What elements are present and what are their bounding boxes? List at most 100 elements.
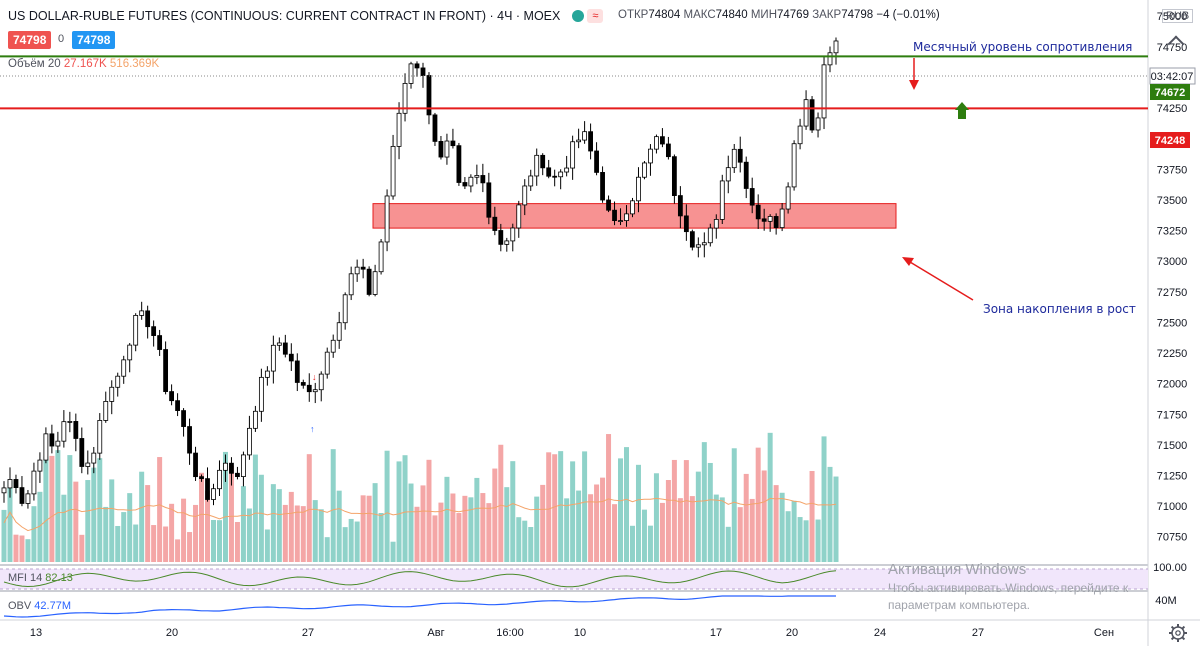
candle[interactable] xyxy=(564,155,570,177)
candle[interactable] xyxy=(169,384,174,406)
candle[interactable] xyxy=(163,341,169,395)
candle[interactable] xyxy=(636,167,641,213)
candle[interactable] xyxy=(468,174,474,193)
candle[interactable] xyxy=(773,213,779,235)
candle[interactable] xyxy=(707,223,713,247)
candle[interactable] xyxy=(504,237,510,252)
candle[interactable] xyxy=(312,382,318,404)
price-axis[interactable]: 70750 71000 71250 71500 71750 72000 72250 72500… xyxy=(1157,11,1188,543)
candle[interactable] xyxy=(456,142,462,186)
candle[interactable] xyxy=(97,413,103,460)
candle[interactable] xyxy=(582,121,588,144)
candle[interactable] xyxy=(546,159,552,179)
mfi-legend[interactable]: MFI 14 82.13 xyxy=(8,572,73,584)
candle[interactable] xyxy=(1,481,7,503)
candle[interactable] xyxy=(654,134,659,154)
candle[interactable] xyxy=(49,424,55,454)
candle[interactable] xyxy=(528,169,534,191)
candle[interactable] xyxy=(701,232,707,258)
candle[interactable] xyxy=(318,371,324,402)
candle[interactable] xyxy=(258,368,264,422)
candle[interactable] xyxy=(671,154,677,204)
candle[interactable] xyxy=(85,450,91,475)
candle[interactable] xyxy=(791,140,797,191)
candle[interactable] xyxy=(37,452,43,483)
candle[interactable] xyxy=(779,203,785,232)
candle[interactable] xyxy=(432,112,438,146)
candle[interactable] xyxy=(450,128,456,149)
candle[interactable] xyxy=(348,266,354,301)
candle[interactable] xyxy=(725,155,731,194)
candle[interactable] xyxy=(749,177,755,214)
candle[interactable] xyxy=(324,347,330,379)
candle[interactable] xyxy=(139,301,145,320)
candle[interactable] xyxy=(67,411,73,433)
time-axis[interactable]: 13 20 27 Авг 16:00 10 17 20 24 27 Сен xyxy=(30,627,1114,639)
candle[interactable] xyxy=(695,237,701,258)
candle[interactable] xyxy=(270,335,276,384)
candle[interactable] xyxy=(300,379,306,389)
candle[interactable] xyxy=(211,483,216,506)
candle[interactable] xyxy=(648,144,653,176)
candle[interactable] xyxy=(109,380,115,415)
candle[interactable] xyxy=(91,446,97,474)
candle[interactable] xyxy=(570,135,576,180)
candle[interactable] xyxy=(606,195,611,213)
candle[interactable] xyxy=(145,305,151,339)
candle[interactable] xyxy=(199,474,204,482)
candle[interactable] xyxy=(462,177,468,190)
candle[interactable] xyxy=(761,208,767,231)
candle[interactable] xyxy=(827,46,833,73)
candle[interactable] xyxy=(803,90,809,130)
candle[interactable] xyxy=(336,311,342,349)
candle[interactable] xyxy=(522,179,528,216)
candle[interactable] xyxy=(390,134,396,200)
candle[interactable] xyxy=(360,258,366,279)
candle[interactable] xyxy=(821,56,827,130)
candle[interactable] xyxy=(683,204,689,241)
candle[interactable] xyxy=(330,334,336,358)
candle[interactable] xyxy=(743,156,749,199)
candle[interactable] xyxy=(19,476,25,507)
sell-button[interactable]: 74798 xyxy=(8,31,52,49)
candle[interactable] xyxy=(115,372,121,397)
candle[interactable] xyxy=(408,61,414,89)
candle[interactable] xyxy=(576,128,582,149)
gear-icon[interactable] xyxy=(1169,624,1187,642)
candle[interactable] xyxy=(534,148,540,186)
candle[interactable] xyxy=(426,72,432,125)
candle[interactable] xyxy=(755,194,761,229)
candle[interactable] xyxy=(151,320,157,347)
candle[interactable] xyxy=(666,136,671,160)
candle[interactable] xyxy=(624,205,629,227)
candle[interactable] xyxy=(25,489,31,509)
candle[interactable] xyxy=(121,355,127,384)
candle[interactable] xyxy=(677,186,683,229)
candle[interactable] xyxy=(7,467,13,498)
candle[interactable] xyxy=(594,142,599,176)
candle[interactable] xyxy=(713,214,719,239)
candle[interactable] xyxy=(282,334,288,358)
candle[interactable] xyxy=(384,189,390,252)
candle[interactable] xyxy=(241,451,246,487)
candle[interactable] xyxy=(306,373,312,402)
candle[interactable] xyxy=(55,431,61,453)
candle[interactable] xyxy=(372,264,378,297)
candle[interactable] xyxy=(205,467,210,502)
candle[interactable] xyxy=(833,37,839,65)
candle[interactable] xyxy=(366,266,372,297)
candle[interactable] xyxy=(181,408,186,437)
candle[interactable] xyxy=(797,118,803,150)
candle[interactable] xyxy=(492,206,498,236)
candle[interactable] xyxy=(264,366,270,386)
currency-label[interactable]: RUB xyxy=(1162,9,1194,23)
candle[interactable] xyxy=(252,405,258,432)
candle[interactable] xyxy=(217,460,222,496)
candle[interactable] xyxy=(73,413,79,452)
candle[interactable] xyxy=(558,169,564,190)
candle[interactable] xyxy=(552,169,558,187)
candle[interactable] xyxy=(444,133,450,165)
candle[interactable] xyxy=(510,223,516,252)
candle[interactable] xyxy=(737,136,743,173)
